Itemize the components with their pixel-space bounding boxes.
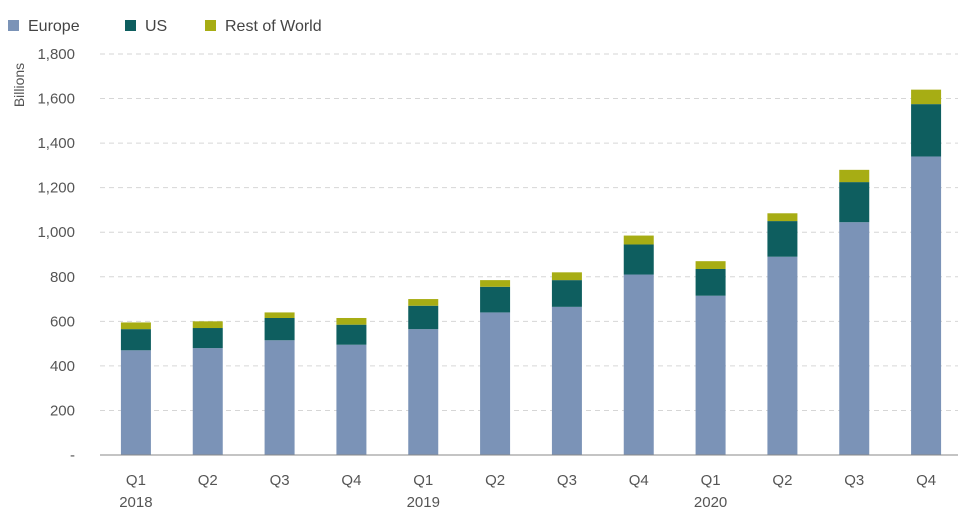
bar-rest-of-world (551, 272, 582, 281)
bar-europe (480, 312, 511, 455)
bar-europe (767, 256, 798, 455)
x-tick-label: Q2 (772, 472, 792, 489)
y-tick-label: 1,400 (37, 135, 75, 152)
x-tick-label: Q3 (270, 472, 290, 489)
bar-rest-of-world (336, 317, 367, 325)
x-tick-label: Q1 (701, 472, 721, 489)
bar-europe (839, 222, 870, 455)
bar-rest-of-world (192, 321, 223, 329)
bar-europe (623, 274, 654, 455)
bar-rest-of-world (623, 235, 654, 245)
y-tick-label: 600 (50, 313, 75, 330)
y-tick-label: - (70, 447, 75, 464)
x-tick-label: Q1 (126, 472, 146, 489)
year-label: 2020 (694, 494, 727, 511)
gridlines (100, 53, 958, 411)
bar-us (839, 182, 870, 223)
bar-europe (408, 329, 439, 455)
y-tick-label: 200 (50, 402, 75, 419)
x-tick-label: Q1 (413, 472, 433, 489)
legend: Europe US Rest of World (8, 18, 322, 35)
bar-europe (695, 295, 726, 455)
bar-us (192, 328, 223, 349)
bar-us (120, 329, 151, 351)
y-tick-label: 800 (50, 269, 75, 286)
legend-swatch (205, 20, 216, 31)
bar-europe (120, 350, 151, 455)
bar-rest-of-world (408, 299, 439, 306)
y-tick-label: 1,800 (37, 46, 75, 63)
bar-us (264, 317, 295, 341)
legend-swatch (125, 20, 136, 31)
bar-rest-of-world (480, 280, 511, 287)
y-axis-title: Billions (11, 63, 27, 107)
x-tick-label: Q4 (629, 472, 649, 489)
bar-rest-of-world (120, 322, 151, 330)
bar-europe (911, 156, 942, 455)
bar-us (480, 286, 511, 313)
x-axis-ticks: Q1 Q2 Q3 Q4 Q1 Q2 Q3 Q4 Q1 Q2 Q3 Q4 2018 2019 2020 (119, 472, 936, 511)
bar-us (695, 268, 726, 296)
x-tick-label: Q3 (844, 472, 864, 489)
bar-us (336, 324, 367, 345)
bar-europe (551, 306, 582, 455)
bar-us (408, 305, 439, 330)
legend-swatch (8, 20, 19, 31)
bar-europe (192, 348, 223, 455)
bar-rest-of-world (264, 312, 295, 318)
y-tick-label: 1,000 (37, 224, 75, 241)
bar-us (767, 221, 798, 257)
bar-rest-of-world (911, 89, 942, 105)
bar-rest-of-world (695, 261, 726, 269)
bar-us (551, 280, 582, 307)
y-tick-label: 1,600 (37, 91, 75, 108)
legend-label: Europe (28, 18, 80, 35)
bar-europe (264, 340, 295, 455)
year-label: 2019 (407, 494, 440, 511)
bar-us (623, 244, 654, 275)
y-tick-label: 400 (50, 358, 75, 375)
x-tick-label: Q4 (341, 472, 361, 489)
bar-rest-of-world (767, 213, 798, 222)
x-tick-label: Q2 (485, 472, 505, 489)
bar-rest-of-world (839, 169, 870, 183)
legend-label: Rest of World (225, 18, 322, 35)
legend-label: US (145, 18, 167, 35)
x-tick-label: Q4 (916, 472, 936, 489)
x-tick-label: Q2 (198, 472, 218, 489)
bar-us (911, 104, 942, 157)
year-label: 2018 (119, 494, 152, 511)
bar-europe (336, 344, 367, 455)
bars (120, 89, 942, 455)
x-tick-label: Q3 (557, 472, 577, 489)
y-tick-label: 1,200 (37, 180, 75, 197)
y-axis-ticks: - 200 400 600 800 1,000 1,200 1,400 1,600 1,800 (37, 46, 75, 464)
